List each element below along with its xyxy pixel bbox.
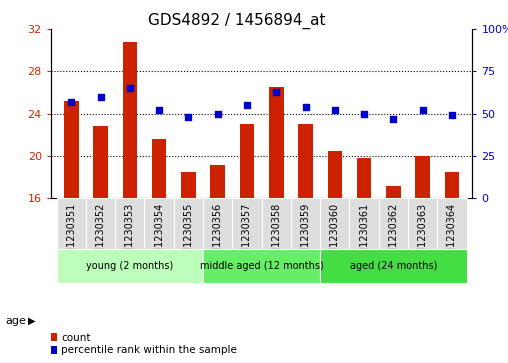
Text: GSM1230354: GSM1230354 (154, 203, 164, 268)
Bar (357, 158, 371, 199)
Bar (144, 199, 174, 249)
Text: GSM1230352: GSM1230352 (96, 203, 106, 268)
Title: GDS4892 / 1456894_at: GDS4892 / 1456894_at (147, 13, 325, 29)
Point (155, 107, 163, 113)
Text: GSM1230353: GSM1230353 (125, 203, 135, 268)
Bar (328, 151, 342, 199)
Text: GSM1230363: GSM1230363 (418, 203, 428, 268)
Text: GSM1230356: GSM1230356 (213, 203, 223, 268)
Point (97, 94, 105, 100)
Bar (64, 101, 79, 199)
Bar (181, 172, 196, 199)
Text: count: count (61, 333, 90, 343)
Bar (269, 87, 283, 199)
Bar (437, 199, 466, 249)
Point (214, 111, 222, 117)
Bar (232, 199, 262, 249)
Bar (57, 249, 203, 283)
Bar (93, 126, 108, 199)
Bar (298, 124, 313, 199)
Bar (291, 199, 320, 249)
Text: percentile rank within the sample: percentile rank within the sample (61, 345, 237, 355)
Text: middle aged (12 months): middle aged (12 months) (200, 261, 324, 271)
Text: ▶: ▶ (28, 316, 36, 326)
Bar (174, 199, 203, 249)
Bar (210, 164, 225, 199)
Text: GSM1230361: GSM1230361 (359, 203, 369, 268)
Text: GSM1230364: GSM1230364 (447, 203, 457, 268)
Point (126, 85, 134, 91)
Bar (320, 249, 466, 283)
Bar (408, 199, 437, 249)
Text: GSM1230357: GSM1230357 (242, 203, 252, 268)
Bar (416, 156, 430, 199)
Text: age: age (5, 316, 26, 326)
Text: GSM1230362: GSM1230362 (389, 203, 398, 268)
Text: GSM1230358: GSM1230358 (271, 203, 281, 268)
Bar (444, 172, 459, 199)
Bar (320, 199, 350, 249)
Bar (350, 199, 379, 249)
Bar (203, 249, 320, 283)
Bar (240, 124, 255, 199)
Bar (262, 199, 291, 249)
Point (67, 99, 75, 105)
Text: GSM1230355: GSM1230355 (183, 203, 194, 268)
Bar (386, 186, 401, 199)
Point (448, 113, 456, 118)
Point (389, 116, 397, 122)
Text: aged (24 months): aged (24 months) (350, 261, 437, 271)
Point (419, 107, 427, 113)
Bar (203, 199, 232, 249)
Text: GSM1230351: GSM1230351 (67, 203, 76, 268)
Point (301, 104, 309, 110)
Text: young (2 months): young (2 months) (86, 261, 174, 271)
Bar (57, 199, 86, 249)
Point (272, 89, 280, 95)
Bar (122, 42, 137, 199)
Point (243, 102, 251, 108)
Bar (152, 139, 167, 199)
Bar (115, 199, 144, 249)
Point (184, 114, 193, 120)
Point (331, 107, 339, 113)
Text: GSM1230360: GSM1230360 (330, 203, 340, 268)
Bar (379, 199, 408, 249)
Bar (86, 199, 115, 249)
Text: GSM1230359: GSM1230359 (301, 203, 310, 268)
Point (360, 111, 368, 117)
